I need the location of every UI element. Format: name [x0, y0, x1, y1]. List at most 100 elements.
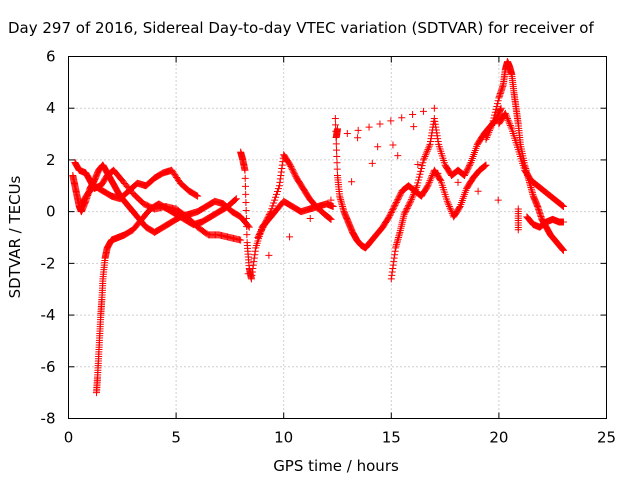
data-point [501, 109, 509, 117]
data-point [493, 102, 501, 110]
x-tick-label: 10 [274, 429, 293, 447]
data-point [396, 191, 404, 199]
data-point [423, 147, 431, 155]
data-point [405, 200, 413, 208]
data-point [491, 108, 499, 116]
data-point [365, 123, 373, 131]
data-point [290, 170, 298, 178]
data-point [387, 209, 395, 217]
data-point [326, 214, 334, 222]
data-point [194, 192, 202, 200]
data-point [497, 104, 505, 112]
data-point [288, 164, 296, 172]
data-point [412, 184, 420, 192]
data-point [265, 211, 273, 219]
data-point [410, 123, 418, 131]
data-point [273, 188, 281, 196]
data-point [348, 178, 356, 186]
data-point [264, 213, 272, 221]
data-point [267, 208, 275, 216]
data-point [403, 204, 411, 212]
x-axis-ticks: 0 5 10 15 20 25 [64, 56, 616, 447]
series-trace-i [482, 58, 567, 254]
data-point [407, 196, 415, 204]
data-point [427, 175, 435, 183]
data-point [243, 231, 251, 239]
data-point [484, 130, 492, 138]
data-point [425, 144, 433, 152]
data-point [462, 169, 470, 177]
data-point [422, 149, 430, 157]
data-point [559, 218, 567, 226]
data-point [333, 159, 341, 167]
data-point [422, 151, 430, 159]
data-point [291, 171, 299, 179]
data-point [483, 134, 491, 142]
data-point [263, 215, 271, 223]
data-point [402, 206, 410, 214]
data-point [231, 196, 239, 204]
data-point [243, 223, 251, 231]
data-point [286, 233, 294, 241]
data-point [417, 165, 425, 173]
x-tick-label: 20 [489, 429, 508, 447]
data-point [419, 107, 427, 115]
data-point [488, 120, 496, 128]
data-point [474, 187, 482, 195]
data-point [286, 161, 294, 169]
data-point [406, 199, 414, 207]
data-point [463, 166, 471, 174]
data-point [424, 146, 432, 154]
data-point [259, 223, 267, 231]
data-point [494, 97, 502, 105]
data-point [242, 190, 250, 198]
data-point [289, 167, 297, 175]
data-point [418, 162, 426, 170]
data-point [426, 177, 434, 185]
data-point [193, 192, 201, 200]
data-point [424, 182, 432, 190]
data-point [486, 125, 494, 133]
data-point [454, 178, 462, 186]
data-point [434, 169, 442, 177]
data-point [486, 127, 494, 135]
data-point [242, 215, 250, 223]
data-point [395, 193, 403, 201]
data-point [504, 116, 512, 124]
data-point [343, 129, 351, 137]
data-point [256, 229, 264, 237]
data-point [257, 226, 265, 234]
data-point [354, 126, 362, 134]
y-tick-label: -8 [41, 410, 56, 428]
data-point [354, 134, 362, 142]
data-point [254, 234, 262, 241]
data-point [427, 173, 435, 181]
data-point [444, 199, 452, 207]
data-point [241, 174, 249, 182]
data-point [410, 189, 418, 197]
data-point [481, 162, 489, 170]
data-point [290, 168, 298, 176]
data-point [333, 146, 341, 154]
data-point [488, 121, 496, 129]
data-point [485, 128, 493, 136]
data-point [445, 202, 453, 210]
data-point [481, 162, 489, 170]
data-point [257, 228, 265, 236]
data-point [420, 156, 428, 164]
data-point [398, 114, 406, 122]
data-point [394, 152, 402, 160]
data-point [374, 143, 382, 151]
data-point [507, 123, 515, 131]
data-point [482, 135, 490, 143]
series-trace-h [387, 104, 505, 283]
data-point [260, 221, 268, 229]
data-point [411, 187, 419, 195]
data-point [265, 212, 273, 220]
data-point [269, 202, 277, 210]
data-point [393, 197, 401, 205]
data-point [376, 120, 384, 128]
data-point [492, 105, 500, 113]
data-point [493, 100, 501, 108]
data-point [489, 117, 497, 125]
